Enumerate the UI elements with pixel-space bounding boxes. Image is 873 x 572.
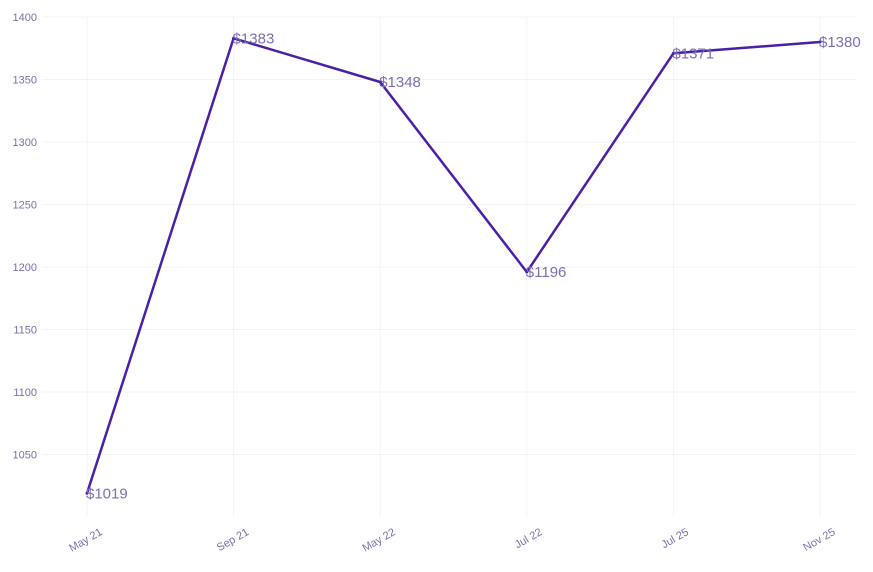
data-label: $1196 bbox=[526, 264, 567, 281]
data-label: $1380 bbox=[819, 34, 861, 51]
data-label: $1383 bbox=[233, 30, 275, 47]
x-tick-label: Nov 25 bbox=[801, 526, 837, 554]
x-axis-ticks: May 21 Sep 21 May 22 Jul 22 Jul 25 Nov 25 bbox=[67, 526, 837, 554]
x-tick-label: Jul 22 bbox=[513, 526, 544, 551]
y-tick-label: 1300 bbox=[13, 137, 37, 149]
series-line-group bbox=[85, 36, 822, 495]
data-label: $1348 bbox=[379, 74, 421, 91]
data-point bbox=[378, 80, 382, 84]
grid-lines bbox=[42, 16, 856, 517]
data-point bbox=[85, 491, 89, 495]
y-tick-label: 1150 bbox=[13, 325, 37, 337]
data-point bbox=[671, 51, 675, 55]
y-tick-label: 1350 bbox=[13, 75, 37, 87]
y-tick-label: 1250 bbox=[13, 200, 37, 212]
x-tick-label: Jul 25 bbox=[659, 526, 690, 551]
y-axis-ticks: 1050 1100 1150 1200 1250 1300 1350 1400 bbox=[13, 12, 37, 462]
y-tick-label: 1200 bbox=[13, 262, 37, 274]
series-line bbox=[85, 37, 822, 495]
y-tick-label: 1100 bbox=[13, 387, 37, 399]
data-label: $1019 bbox=[86, 485, 128, 502]
data-point bbox=[818, 40, 822, 44]
x-tick-label: Sep 21 bbox=[215, 526, 251, 554]
data-label: $1371 bbox=[672, 45, 714, 62]
x-tick-label: May 21 bbox=[67, 526, 104, 554]
data-point bbox=[525, 270, 529, 274]
y-tick-label: 1050 bbox=[13, 450, 37, 462]
data-labels: $1019 $1383 $1348 $1196 $1371 $1380 bbox=[86, 30, 861, 502]
data-point bbox=[232, 36, 236, 40]
x-tick-label: May 22 bbox=[360, 526, 397, 554]
y-tick-label: 1400 bbox=[13, 12, 37, 24]
